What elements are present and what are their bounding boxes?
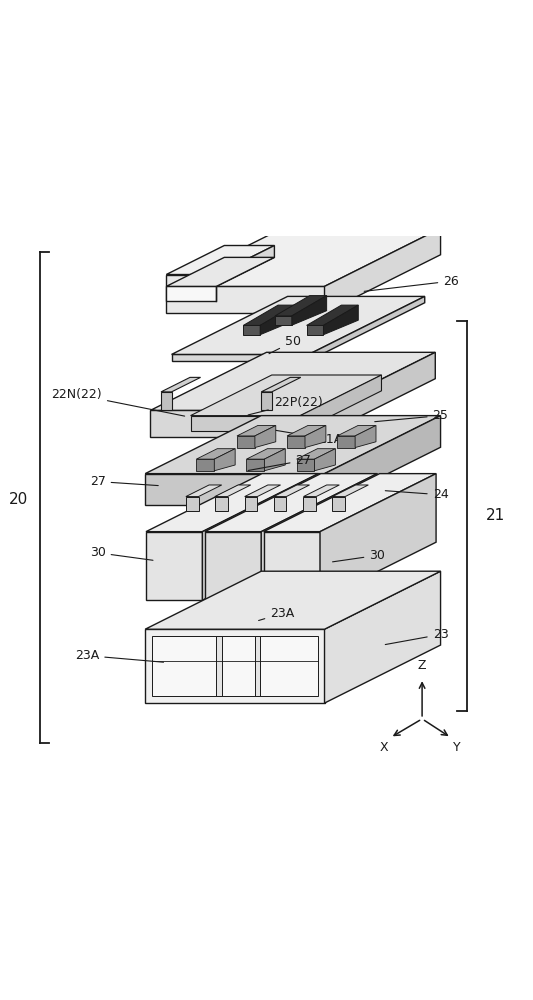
Polygon shape (166, 286, 216, 301)
Polygon shape (215, 497, 228, 511)
Polygon shape (237, 436, 255, 448)
Polygon shape (166, 246, 274, 275)
Polygon shape (166, 275, 216, 286)
Polygon shape (303, 485, 340, 497)
Polygon shape (275, 316, 292, 325)
Polygon shape (237, 425, 276, 436)
Polygon shape (325, 416, 441, 505)
Polygon shape (145, 474, 325, 505)
Text: 30: 30 (333, 549, 385, 562)
Polygon shape (300, 375, 382, 431)
Text: 27: 27 (90, 475, 158, 488)
Polygon shape (325, 571, 441, 703)
Text: 26: 26 (364, 275, 459, 291)
Polygon shape (324, 305, 358, 335)
Text: 20: 20 (9, 492, 28, 508)
Text: 21A: 21A (269, 429, 342, 446)
Polygon shape (306, 305, 358, 325)
Polygon shape (255, 425, 276, 448)
Polygon shape (275, 296, 327, 316)
Text: 24: 24 (385, 488, 448, 501)
Polygon shape (146, 474, 318, 532)
Polygon shape (319, 352, 435, 437)
Polygon shape (150, 352, 435, 410)
Polygon shape (303, 497, 316, 511)
Polygon shape (205, 474, 377, 532)
Polygon shape (243, 325, 260, 335)
Polygon shape (261, 392, 272, 410)
Polygon shape (186, 485, 222, 497)
Polygon shape (337, 436, 355, 448)
Polygon shape (273, 497, 286, 511)
Polygon shape (161, 377, 200, 392)
Polygon shape (309, 296, 425, 361)
Polygon shape (325, 228, 441, 313)
Polygon shape (186, 497, 198, 511)
Polygon shape (264, 532, 320, 600)
Polygon shape (145, 571, 441, 629)
Polygon shape (145, 629, 325, 703)
Polygon shape (246, 459, 264, 471)
Text: 23A: 23A (259, 607, 294, 621)
Polygon shape (245, 497, 257, 511)
Polygon shape (205, 532, 261, 600)
Polygon shape (333, 497, 345, 511)
Text: 23: 23 (385, 628, 448, 645)
Text: 30: 30 (90, 546, 153, 560)
Polygon shape (172, 354, 309, 361)
Polygon shape (150, 410, 319, 437)
Polygon shape (152, 636, 318, 696)
Polygon shape (246, 449, 285, 459)
Polygon shape (261, 377, 301, 392)
Text: X: X (380, 741, 389, 754)
Text: 27: 27 (248, 454, 311, 470)
Polygon shape (264, 449, 285, 471)
Polygon shape (214, 449, 235, 471)
Polygon shape (355, 425, 376, 448)
Polygon shape (196, 459, 214, 471)
Text: 50: 50 (269, 335, 301, 354)
Text: 21: 21 (486, 508, 506, 523)
Text: Z: Z (418, 659, 426, 672)
Text: 23A: 23A (75, 649, 164, 662)
Polygon shape (196, 449, 235, 459)
Polygon shape (161, 392, 172, 410)
Polygon shape (216, 636, 222, 696)
Polygon shape (166, 257, 274, 286)
Polygon shape (273, 485, 310, 497)
Polygon shape (243, 305, 295, 325)
Text: Y: Y (453, 741, 461, 754)
Polygon shape (314, 449, 335, 471)
Polygon shape (260, 305, 295, 335)
Polygon shape (203, 474, 318, 600)
Polygon shape (166, 286, 325, 313)
Polygon shape (191, 375, 382, 416)
Polygon shape (245, 485, 280, 497)
Polygon shape (215, 485, 251, 497)
Polygon shape (191, 416, 300, 431)
Polygon shape (145, 416, 441, 474)
Polygon shape (287, 436, 305, 448)
Polygon shape (292, 296, 327, 325)
Text: 22N(22): 22N(22) (51, 388, 184, 416)
Polygon shape (306, 325, 324, 335)
Polygon shape (261, 474, 377, 600)
Polygon shape (166, 228, 441, 286)
Polygon shape (172, 296, 425, 354)
Text: 22P(22): 22P(22) (248, 396, 322, 415)
Polygon shape (216, 246, 274, 286)
Polygon shape (333, 485, 368, 497)
Polygon shape (296, 459, 314, 471)
Text: 25: 25 (375, 409, 448, 422)
Polygon shape (255, 636, 261, 696)
Polygon shape (337, 425, 376, 436)
Polygon shape (296, 449, 335, 459)
Polygon shape (320, 474, 436, 600)
Polygon shape (305, 425, 326, 448)
Polygon shape (264, 474, 436, 532)
Polygon shape (146, 532, 203, 600)
Polygon shape (287, 425, 326, 436)
